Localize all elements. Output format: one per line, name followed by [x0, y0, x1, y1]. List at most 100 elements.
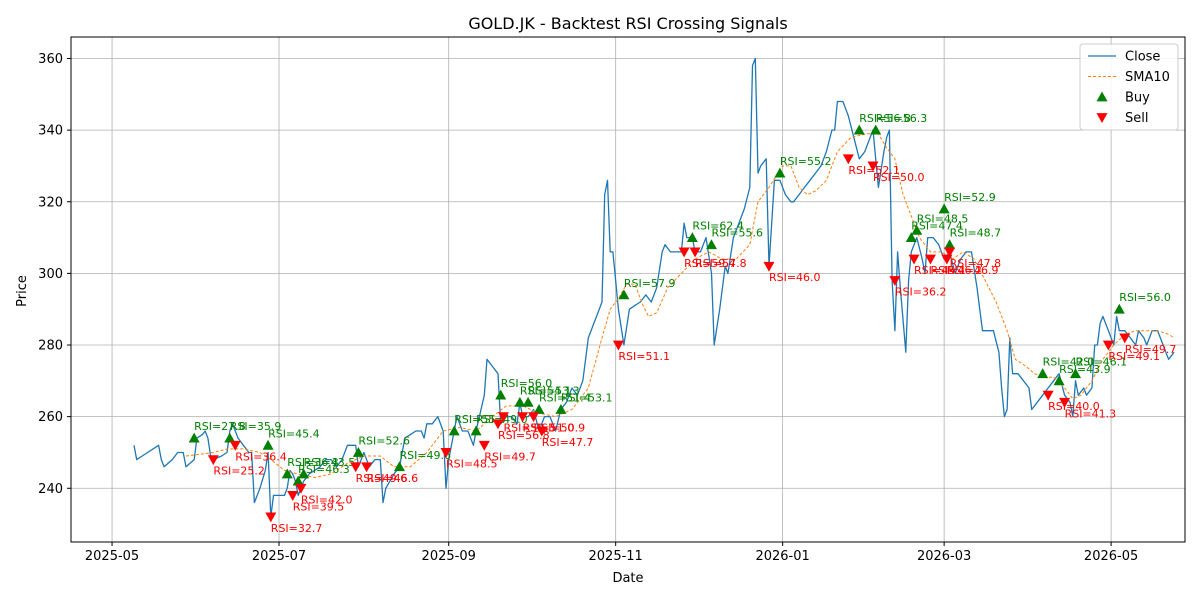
buy-signal-marker: [281, 468, 293, 479]
y-tick-label: 360: [38, 52, 63, 67]
buy-signal-label: RSI=53.1: [561, 391, 613, 404]
sell-signal-marker: [889, 276, 901, 287]
sell-signal-marker: [440, 448, 452, 458]
buy-signal-marker: [224, 432, 236, 443]
sell-signal-marker: [492, 419, 504, 430]
buy-signal-marker: [1037, 368, 1049, 379]
sell-signal-marker: [1119, 333, 1131, 344]
sell-signal-label: RSI=46.9: [947, 264, 999, 277]
sell-signal-label: RSI=45.1: [914, 264, 966, 277]
buy-signal-label: RSI=46.1: [1076, 356, 1128, 369]
legend: Close SMA10 Buy Sell: [1079, 43, 1179, 131]
x-tick-label: 2025-11: [589, 549, 643, 564]
buy-signal-label: RSI=62.4: [692, 220, 744, 233]
sell-signal-marker: [908, 254, 920, 265]
sell-signal-label: RSI=52.1: [848, 164, 900, 177]
buy-signal-marker: [555, 403, 567, 414]
sell-signal-label: RSI=48.5: [446, 457, 498, 470]
sell-signal-marker: [517, 412, 529, 423]
sell-signal-marker: [678, 247, 690, 258]
sell-signal-label: RSI=39.5: [293, 500, 345, 513]
buy-signal-label: RSI=55.6: [711, 227, 763, 240]
legend-label: SMA10: [1125, 70, 1170, 85]
sell-signal-marker: [1042, 390, 1054, 401]
sell-signal-marker: [361, 462, 373, 473]
buy-signal-marker: [1053, 375, 1065, 386]
buy-signal-label: RSI=51.4: [539, 391, 591, 404]
sell-signal-marker: [1059, 397, 1071, 408]
buy-signal-label: RSI=55.2: [780, 155, 832, 168]
buy-signal-label: RSI=36.3: [287, 456, 339, 469]
buy-signal-marker: [393, 461, 405, 472]
sell-signal-label: RSI=32.7: [271, 522, 323, 535]
buy-signal-label: RSI=42.0: [1043, 356, 1095, 369]
sell-signal-marker: [528, 412, 540, 423]
buy-signal-label: RSI=56.3: [876, 112, 928, 125]
sell-signal-marker: [478, 440, 490, 451]
buy-signal-marker: [1113, 303, 1125, 314]
sell-signal-marker: [944, 247, 956, 258]
sell-signal-label: RSI=49.7: [1125, 343, 1177, 356]
buy-signal-marker: [470, 425, 482, 436]
chart-title: GOLD.JK - Backtest RSI Crossing Signals: [468, 14, 787, 33]
axes-frame: [70, 36, 1186, 543]
grid: [71, 37, 1185, 542]
buy-signal-label: RSI=56.8: [859, 112, 911, 125]
buy-signal-marker: [1070, 368, 1082, 379]
sell-signal-label: RSI=50.9: [534, 422, 586, 435]
sell-signal-label: RSI=46.2: [930, 264, 982, 277]
sell-signal-label: RSI=47.7: [542, 436, 594, 449]
sell-signal-label: RSI=50.0: [873, 171, 925, 184]
sell-signal-label: RSI=49.7: [484, 450, 536, 463]
sell-signal-label: RSI=36.4: [235, 450, 287, 463]
legend-label: Close: [1125, 50, 1160, 65]
buy-signal-label: RSI=54.1: [520, 384, 572, 397]
sell-signal-marker: [763, 261, 775, 272]
sell-signal-label: RSI=36.2: [895, 286, 947, 299]
buy-signal-label: RSI=43.9: [1059, 363, 1111, 376]
buy-signal-marker: [618, 289, 630, 300]
sell-signal-marker: [612, 340, 624, 351]
buy-signal-marker: [495, 389, 507, 400]
buy-signal-marker: [705, 239, 717, 250]
x-tick-label: 2026-03: [917, 549, 971, 564]
buy-signal-marker: [853, 124, 865, 135]
buy-signal-label: RSI=46.3: [298, 463, 350, 476]
sell-signal-label: RSI=47.8: [950, 257, 1002, 270]
buy-signal-label: RSI=48.7: [950, 227, 1002, 240]
sell-signal-marker: [287, 491, 299, 501]
buy-signal-label: RSI=52.6: [358, 434, 410, 447]
buy-signal-label: RSI=27.8: [194, 420, 246, 433]
y-axis-label: Price: [15, 275, 30, 307]
sma10-line: [185, 133, 1175, 479]
x-tick-label: 2025-09: [422, 549, 476, 564]
buy-signal-label: RSI=56.0: [1119, 291, 1171, 304]
y-tick-label: 240: [38, 482, 63, 497]
sell-signal-marker: [207, 455, 219, 466]
axis-ticks: 2025-05 2025-07 2025-09 2025-11 2026-01 2026-…: [38, 52, 1138, 564]
sell-signal-label: RSI=46.6: [367, 472, 419, 485]
sell-signal-label: RSI=57.8: [695, 257, 747, 270]
x-axis-label: Date: [612, 571, 643, 586]
legend-buy-swatch: [1096, 91, 1108, 102]
buy-signal-label: RSI=57.9: [624, 277, 676, 290]
buy-signal-marker: [188, 432, 200, 443]
sell-signal-marker: [265, 512, 277, 523]
buy-signal-marker: [774, 167, 786, 178]
x-tick-label: 2026-05: [1084, 549, 1138, 564]
sell-signal-marker: [536, 426, 548, 437]
buy-signal-marker: [905, 232, 917, 242]
sell-signal-label: RSI=25.2: [213, 465, 265, 478]
y-tick-label: 340: [38, 124, 63, 139]
sell-signal-marker: [842, 154, 854, 165]
buy-signal-label: RSI=47.4: [911, 220, 963, 233]
legend-box: [1079, 43, 1179, 131]
sell-signal-label: RSI=49.6: [356, 472, 408, 485]
sell-signal-marker: [867, 161, 879, 172]
sell-signal-label: RSI=46.0: [769, 271, 821, 284]
x-tick-label: 2026-01: [755, 549, 809, 564]
buy-signal-marker: [262, 439, 274, 450]
sell-signal-marker: [295, 483, 307, 494]
